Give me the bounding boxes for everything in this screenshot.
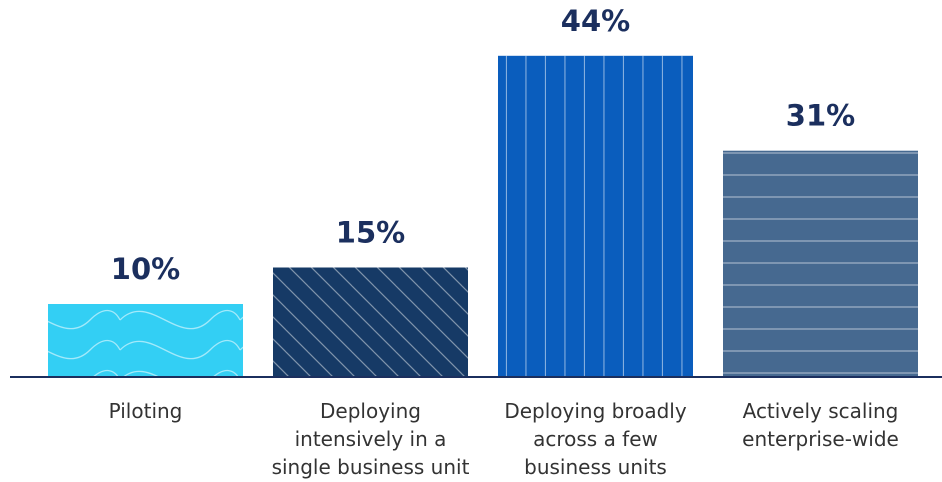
bar-1 (48, 304, 243, 377)
category-label-line: Deploying broadly (504, 399, 687, 423)
category-label-line: intensively in a (295, 427, 447, 451)
value-label-3: 44% (561, 4, 630, 38)
category-label-line: enterprise-wide (742, 427, 899, 451)
category-label-line: Deploying (320, 399, 421, 423)
category-labels-group: Piloting Deploying intensively in a single … (109, 399, 899, 479)
bar-3 (498, 55, 693, 378)
bar-4 (723, 150, 918, 377)
bar-pattern-wave (48, 304, 243, 377)
bar-pattern-diagonal (273, 267, 468, 377)
category-label-line: across a few (533, 427, 658, 451)
category-label-line: business units (524, 455, 667, 479)
category-label-line: single business unit (272, 455, 470, 479)
category-label-4: Actively scaling enterprise-wide (742, 399, 899, 451)
value-labels-group: 10% 15% 44% 31% (111, 4, 855, 286)
bar-pattern-vertical (498, 55, 693, 378)
value-label-4: 31% (786, 99, 855, 133)
category-label-line: Actively scaling (743, 399, 899, 423)
value-label-1: 10% (111, 252, 180, 286)
category-label-3: Deploying broadly across a few business un… (504, 399, 687, 479)
bar-pattern-horizontal (723, 150, 918, 377)
category-label-1: Piloting (109, 399, 183, 423)
category-label-line: Piloting (109, 399, 183, 423)
category-label-2: Deploying intensively in a single business… (272, 399, 470, 479)
bars-group (48, 55, 918, 378)
bar-2 (273, 267, 468, 377)
value-label-2: 15% (336, 216, 405, 250)
